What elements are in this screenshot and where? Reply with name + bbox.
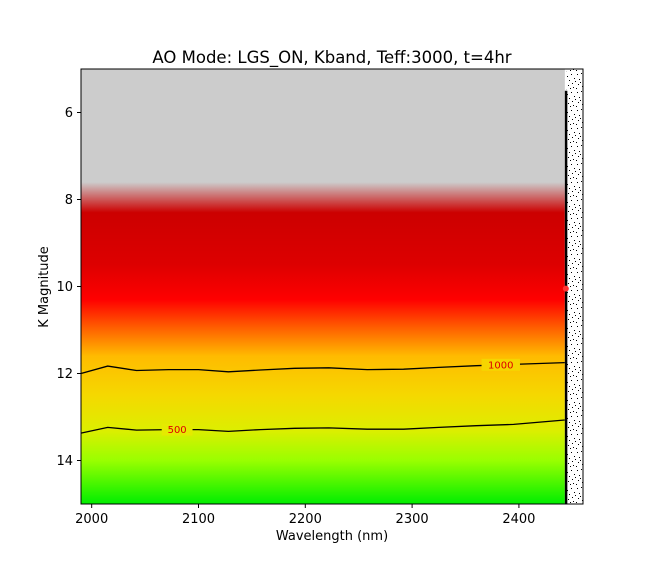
y-tick-label: 12 <box>56 367 73 382</box>
y-tick-label: 6 <box>65 106 73 121</box>
contour-label-500: 500 <box>168 425 187 436</box>
y-axis-label: K Magnitude <box>37 246 52 328</box>
noise-strip <box>566 69 583 504</box>
edge-marker <box>562 285 569 292</box>
y-tick-label: 8 <box>65 193 73 208</box>
y-tick-label: 14 <box>56 454 73 469</box>
x-tick-label: 2300 <box>396 512 429 527</box>
chart-title: AO Mode: LGS_ON, Kband, Teff:3000, t=4hr <box>152 48 511 68</box>
contour-label-bg-500 <box>161 423 193 436</box>
edge-line <box>564 90 568 504</box>
x-axis: 2000 2100 2200 2300 2400 <box>75 504 535 527</box>
x-tick-label: 2000 <box>75 512 108 527</box>
y-axis: 6 8 10 12 14 <box>56 106 81 469</box>
contour-layer: 1000 500 <box>80 358 565 436</box>
y-tick-label: 10 <box>56 280 73 295</box>
contour-label-1000: 1000 <box>488 360 513 371</box>
x-tick-label: 2200 <box>289 512 322 527</box>
x-tick-label: 2100 <box>182 512 215 527</box>
contour-label-bg-1000 <box>481 358 520 371</box>
heatmap-fill <box>81 69 565 504</box>
contour-line-1000 <box>80 361 565 375</box>
x-tick-label: 2400 <box>502 512 535 527</box>
plot-area: 1000 500 <box>80 68 584 505</box>
contour-line-500 <box>80 419 565 434</box>
x-axis-label: Wavelength (nm) <box>276 529 388 544</box>
